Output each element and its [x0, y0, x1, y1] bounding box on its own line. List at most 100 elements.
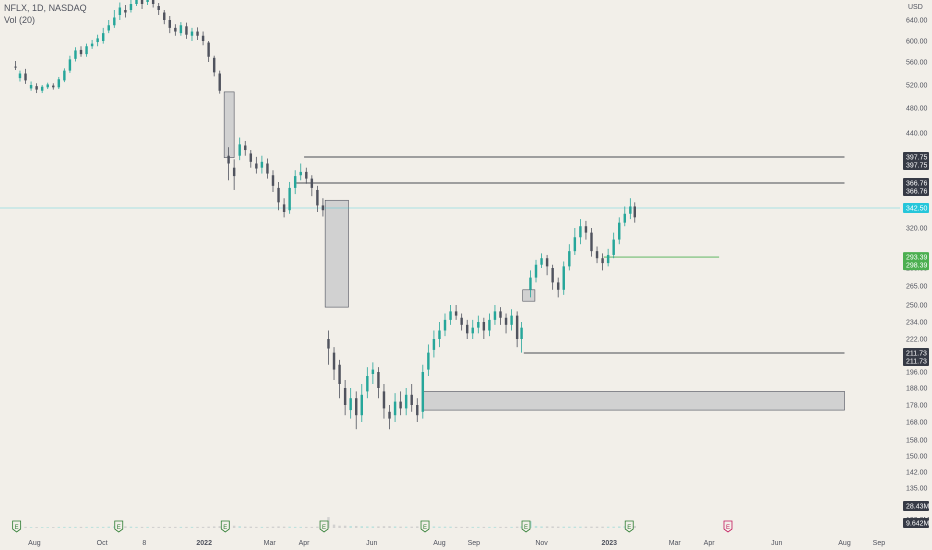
candle	[277, 181, 280, 211]
candle	[244, 140, 247, 156]
candle	[540, 253, 543, 268]
candle-body	[52, 85, 55, 88]
volume-bar	[556, 526, 560, 528]
candle-body	[90, 43, 94, 47]
candle-body	[618, 222, 621, 240]
volume-bar	[579, 526, 582, 528]
time-tick-label: Jun	[771, 540, 782, 547]
candle-body	[201, 35, 205, 41]
earnings-icon	[12, 520, 22, 533]
volume-bar	[515, 526, 519, 528]
price-tick-label: 320.00	[906, 226, 928, 233]
candle-body	[244, 145, 247, 151]
earnings-marker: E	[12, 520, 22, 533]
candle	[349, 388, 352, 419]
time-axis[interactable]: Aug Oct 8 2022 Mar Apr Jun Aug Sep Nov 2023 Mar Apr J…	[28, 540, 885, 547]
badge-value: 366.76	[906, 181, 928, 188]
volume-bar	[520, 526, 523, 528]
badge-value: 28.43M	[906, 504, 930, 511]
candle-body	[343, 388, 347, 405]
badge-box	[903, 252, 929, 271]
candle-body	[185, 26, 188, 35]
volume-bar	[96, 526, 99, 528]
volume-bar	[255, 526, 258, 528]
volume-bar	[573, 526, 577, 528]
badge-box	[903, 203, 929, 213]
volume-bar	[179, 526, 183, 528]
volume-bar	[633, 525, 636, 528]
time-tick-label: Aug	[433, 540, 446, 547]
interval-label: 1D	[32, 3, 44, 13]
candle-body	[504, 317, 508, 325]
time-tick-label: Mar	[264, 540, 277, 547]
volume-bar	[460, 526, 463, 528]
candle	[207, 41, 210, 62]
candle-body	[465, 324, 469, 334]
levels-layer	[0, 156, 900, 354]
earnings-marker: E	[114, 520, 124, 533]
candle-body	[601, 258, 604, 264]
candle	[471, 319, 474, 339]
volume-bar	[129, 526, 133, 528]
candle-body	[623, 213, 627, 223]
candle	[321, 198, 325, 217]
volume-bar	[360, 526, 363, 528]
volume-bar	[168, 526, 172, 528]
candle-body	[421, 372, 425, 412]
volume-bar	[477, 526, 480, 528]
candle	[57, 76, 61, 90]
volume-bar	[371, 526, 375, 528]
candle	[366, 367, 369, 399]
candle	[305, 167, 308, 184]
volume-bar	[612, 526, 615, 528]
candle-body	[471, 327, 474, 334]
price-tick-label: 178.00	[906, 403, 928, 410]
candle-body	[238, 144, 241, 156]
candle-body	[85, 46, 88, 55]
earnings-label: E	[223, 525, 227, 531]
candle	[488, 313, 491, 337]
volume-bar	[568, 526, 571, 528]
candle-body	[271, 175, 275, 186]
candle	[140, 0, 144, 9]
volume-bar	[316, 526, 319, 528]
price-tick-label: 168.00	[906, 420, 928, 427]
candle-body	[74, 50, 77, 59]
volume-bar	[249, 526, 253, 528]
earnings-icon	[723, 520, 733, 533]
volume-bar	[63, 526, 66, 528]
zone-box	[223, 91, 235, 158]
volume-bar	[338, 525, 341, 528]
time-tick-label: Aug	[838, 540, 851, 547]
candle	[579, 219, 582, 245]
candle-body	[360, 394, 363, 416]
candle	[196, 27, 199, 40]
earnings-marker: E	[420, 520, 430, 533]
candle-body	[510, 315, 513, 325]
time-tick-label: Mar	[669, 540, 682, 547]
volume-legend[interactable]: Vol (20)	[4, 15, 36, 25]
candle-body	[266, 163, 269, 174]
earnings-label: E	[15, 525, 19, 531]
volume-bar	[377, 526, 380, 528]
volume-bar	[410, 526, 413, 528]
candle	[545, 254, 549, 276]
badge-box	[903, 178, 929, 196]
volume-bar	[601, 526, 604, 528]
candle	[371, 362, 375, 384]
volume-bar	[499, 526, 502, 528]
candle	[218, 70, 221, 94]
candle-body	[416, 405, 419, 416]
badge-value: 211.73	[906, 359, 927, 366]
candle-body	[305, 171, 308, 179]
volume-bar	[185, 526, 188, 528]
volume-bar	[432, 526, 436, 528]
candle-body	[249, 153, 253, 162]
symbol-legend[interactable]: NFLX, 1D, NASDAQ	[4, 3, 87, 13]
volume-bar	[163, 526, 166, 528]
candle-body	[218, 73, 221, 91]
candle	[79, 46, 83, 57]
